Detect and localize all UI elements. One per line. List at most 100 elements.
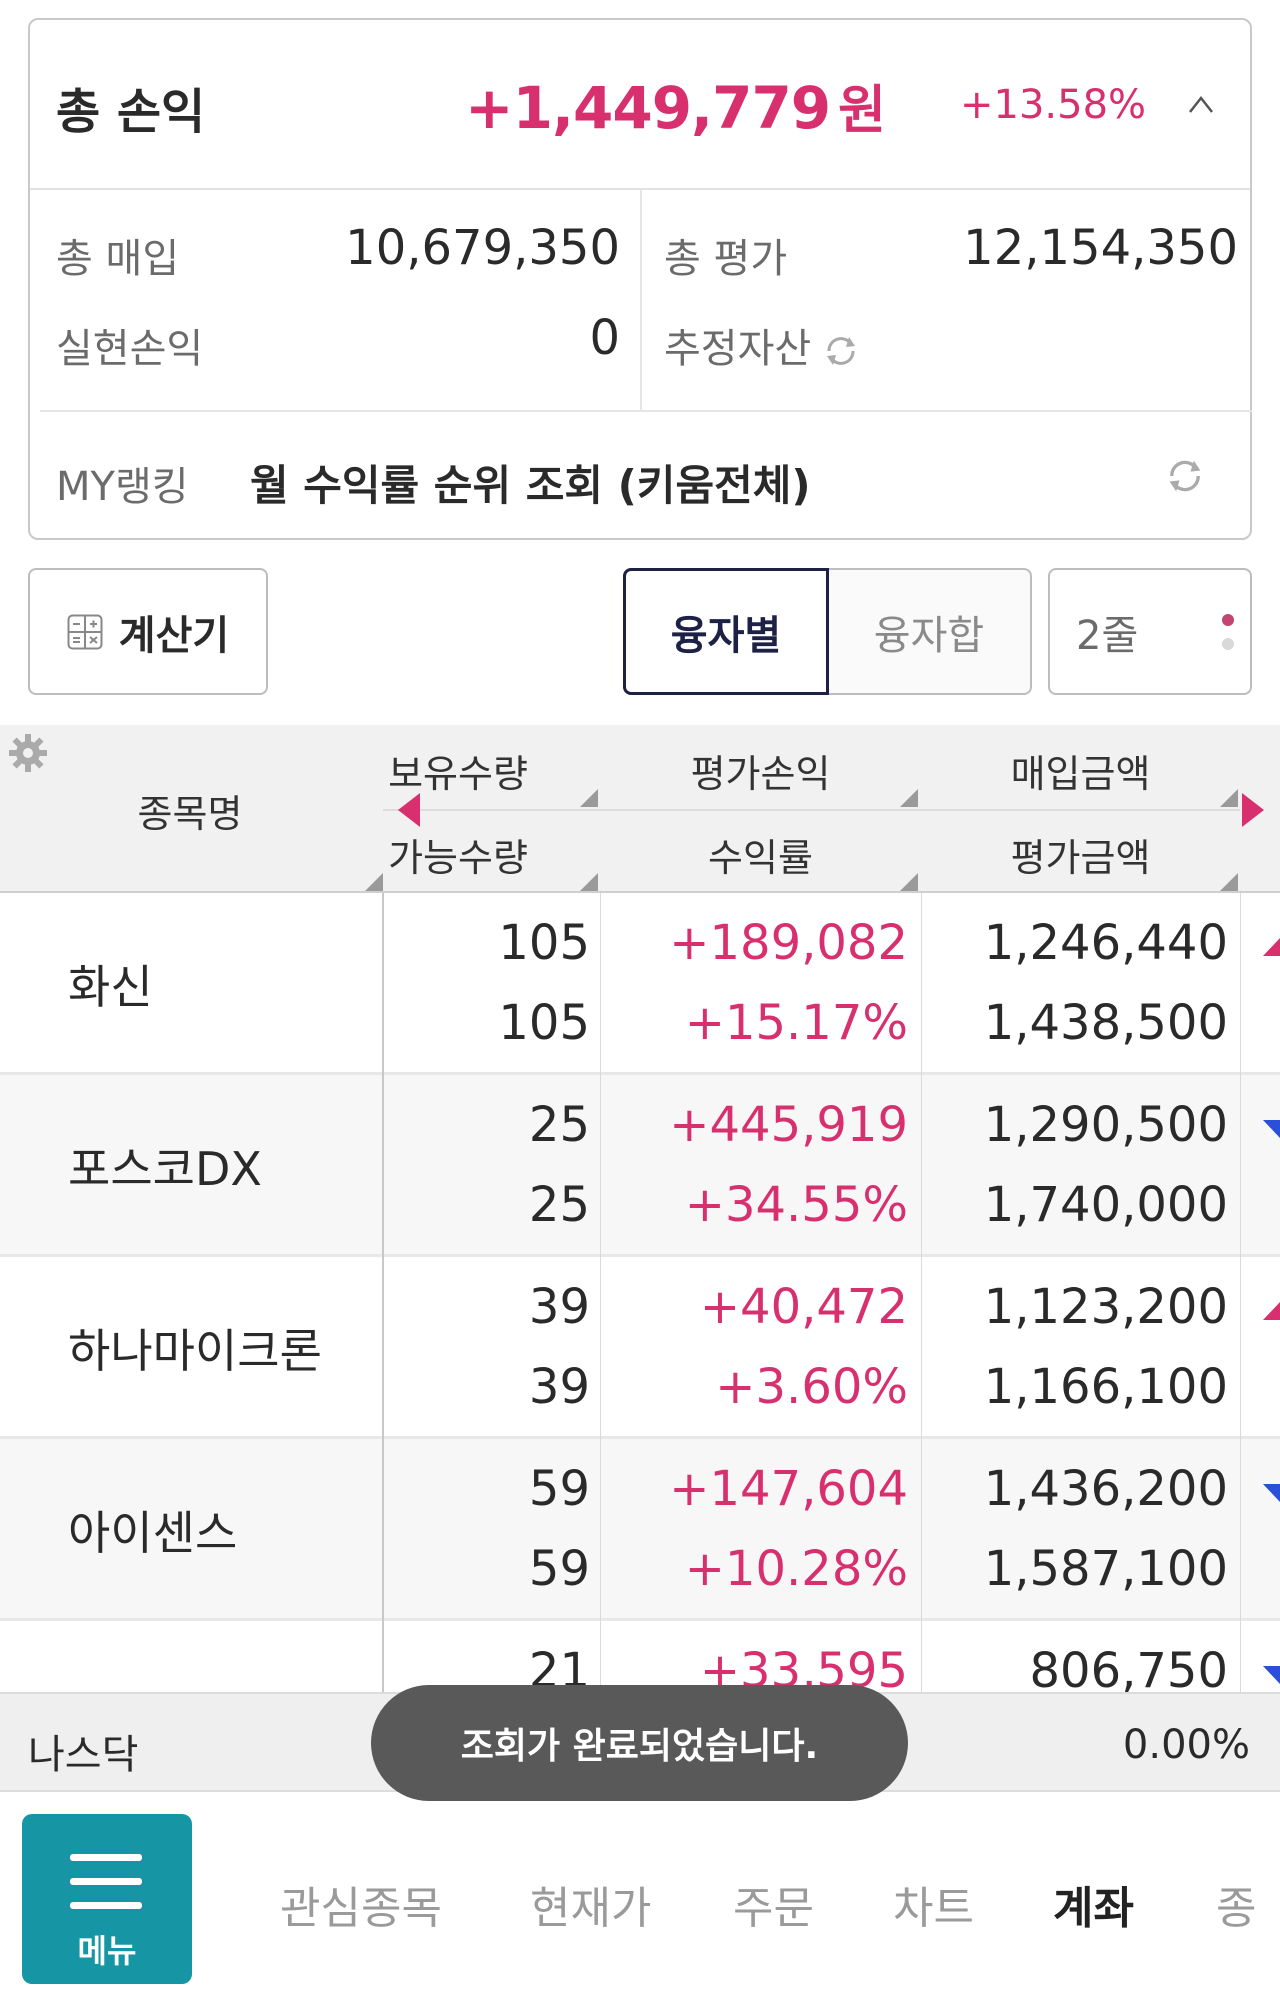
- gear-icon[interactable]: [6, 731, 50, 775]
- scroll-right-arrow-icon[interactable]: [1242, 793, 1264, 827]
- total-profit-amount: +1,449,779 원: [465, 68, 886, 143]
- eval-amount: 1,166,100: [983, 1359, 1228, 1415]
- down-triangle-icon: [1263, 1120, 1280, 1138]
- stock-name: 아이센스: [68, 1506, 238, 1560]
- buy-amount: 1,436,200: [983, 1461, 1228, 1517]
- header-available-qty[interactable]: 가능수량: [388, 836, 528, 880]
- nav-watchlist[interactable]: 관심종목: [280, 1883, 442, 1934]
- buy-amount: 1,123,200: [983, 1279, 1228, 1335]
- bottom-nav: 메뉴 관심종목 현재가 주문 차트 계좌 종: [0, 1792, 1280, 2006]
- holding-qty: 21: [528, 1643, 590, 1692]
- page-indicator-icon: [1222, 614, 1234, 662]
- menu-button[interactable]: 메뉴: [22, 1814, 192, 1984]
- currency-unit: 원: [838, 81, 886, 141]
- eval-amount: 1,587,100: [983, 1541, 1228, 1597]
- column-divider: [600, 893, 601, 1692]
- total-buy-value: 10,679,350: [345, 220, 620, 276]
- sort-corner-icon: [900, 873, 918, 891]
- scroll-left-arrow-icon[interactable]: [398, 793, 420, 827]
- total-profit-percent: +13.58%: [960, 82, 1147, 128]
- index-name: 나스닥: [28, 1732, 139, 1778]
- header-eval-amount[interactable]: 평가금액: [1010, 836, 1151, 880]
- return-rate: +3.60%: [715, 1359, 908, 1415]
- refresh-icon[interactable]: [1163, 454, 1207, 498]
- divider: [383, 809, 1240, 811]
- hamburger-icon: [70, 1854, 142, 1861]
- sort-corner-icon: [1220, 873, 1238, 891]
- calculator-icon: [67, 614, 103, 649]
- nav-more[interactable]: 종: [1216, 1883, 1257, 1934]
- estimated-asset-text: 추정자산: [664, 326, 812, 372]
- stock-name: 포스코DX: [68, 1142, 262, 1196]
- available-qty: 39: [528, 1359, 590, 1415]
- up-triangle-icon: [1263, 1302, 1280, 1320]
- segment-by-loan[interactable]: 융자별: [623, 568, 829, 695]
- my-ranking-row[interactable]: MY랭킹 월 수익률 순위 조회 (키움전체): [30, 412, 1250, 540]
- sort-corner-icon: [1220, 789, 1238, 807]
- return-rate: +10.28%: [684, 1541, 908, 1597]
- refresh-icon[interactable]: [821, 331, 861, 371]
- divider: [40, 410, 1252, 412]
- table-row[interactable]: 아이센스 59 59 +147,604 +10.28% 1,436,200 1,…: [0, 1439, 1280, 1621]
- table-row[interactable]: 화신 105 105 +189,082 +15.17% 1,246,440 1,…: [0, 893, 1280, 1075]
- header-return-rate[interactable]: 수익률: [708, 836, 813, 880]
- index-rate: 0.00%: [1122, 1722, 1250, 1768]
- total-profit-value: +1,449,779: [465, 74, 831, 142]
- total-profit-label: 총 손익: [56, 84, 206, 140]
- holding-qty: 105: [498, 915, 590, 971]
- header-eval-pl[interactable]: 평가손익: [690, 752, 831, 796]
- summary-grid: 총 매입 10,679,350 총 평가 12,154,350 실현손익 0 추…: [30, 190, 1252, 412]
- stock-name: 화신: [68, 960, 153, 1014]
- holdings-table: 화신 105 105 +189,082 +15.17% 1,246,440 1,…: [0, 893, 1280, 1692]
- buy-amount: 1,246,440: [983, 915, 1228, 971]
- available-qty: 105: [498, 995, 590, 1051]
- my-ranking-link[interactable]: 월 수익률 순위 조회 (키움전체): [250, 461, 811, 510]
- column-divider: [921, 893, 922, 1692]
- realized-profit-label: 실현손익: [56, 326, 204, 372]
- my-ranking-label: MY랭킹: [56, 464, 189, 510]
- total-eval-value: 12,154,350: [963, 220, 1238, 276]
- calculator-label: 계산기: [118, 612, 230, 659]
- header-buy-amount[interactable]: 매입금액: [1010, 752, 1151, 796]
- eval-pl: +33,595: [699, 1643, 908, 1692]
- column-divider: [1240, 893, 1241, 1692]
- divider: [640, 190, 642, 410]
- up-triangle-icon: [1263, 938, 1280, 956]
- table-row[interactable]: 하나마이크론 39 39 +40,472 +3.60% 1,123,200 1,…: [0, 1257, 1280, 1439]
- line-mode-label: 2줄: [1076, 612, 1139, 659]
- sort-corner-icon: [580, 873, 598, 891]
- sort-corner-icon: [580, 789, 598, 807]
- header-name[interactable]: 종목명: [137, 792, 243, 836]
- table-header: 종목명 보유수량 가능수량 평가손익 수익률 매입금액 평가금액: [0, 725, 1280, 893]
- column-divider: [382, 893, 384, 1692]
- line-mode-button[interactable]: 2줄: [1048, 568, 1252, 695]
- nav-order[interactable]: 주문: [733, 1883, 814, 1934]
- eval-amount: 1,438,500: [983, 995, 1228, 1051]
- dot-active: [1222, 614, 1234, 626]
- sort-corner-icon: [900, 789, 918, 807]
- eval-pl: +189,082: [669, 915, 908, 971]
- eval-pl: +147,604: [669, 1461, 908, 1517]
- available-qty: 59: [528, 1541, 590, 1597]
- return-rate: +34.55%: [684, 1177, 908, 1233]
- eval-pl: +445,919: [669, 1097, 908, 1153]
- summary-header[interactable]: 총 손익 +1,449,779 원 +13.58%: [30, 20, 1250, 190]
- table-row[interactable]: 21 +33,595 806,750: [0, 1621, 1280, 1692]
- sort-corner-icon: [365, 873, 383, 891]
- menu-label: 메뉴: [77, 1932, 137, 1970]
- estimated-asset-label: 추정자산: [664, 316, 861, 374]
- calculator-button[interactable]: 계산기: [28, 568, 268, 695]
- dot-inactive: [1222, 638, 1234, 650]
- header-holding-qty[interactable]: 보유수량: [388, 752, 528, 796]
- return-rate: +15.17%: [684, 995, 908, 1051]
- eval-amount: 1,740,000: [983, 1177, 1228, 1233]
- segment-loan-sum[interactable]: 융자합: [826, 568, 1032, 695]
- table-row[interactable]: 포스코DX 25 25 +445,919 +34.55% 1,290,500 1…: [0, 1075, 1280, 1257]
- nav-account[interactable]: 계좌: [1053, 1883, 1134, 1934]
- holding-qty: 39: [528, 1279, 590, 1335]
- chevron-up-icon[interactable]: [1188, 92, 1214, 118]
- nav-chart[interactable]: 차트: [893, 1883, 974, 1934]
- hamburger-icon: [70, 1902, 142, 1909]
- total-buy-label: 총 매입: [56, 236, 180, 282]
- nav-current-price[interactable]: 현재가: [530, 1883, 652, 1934]
